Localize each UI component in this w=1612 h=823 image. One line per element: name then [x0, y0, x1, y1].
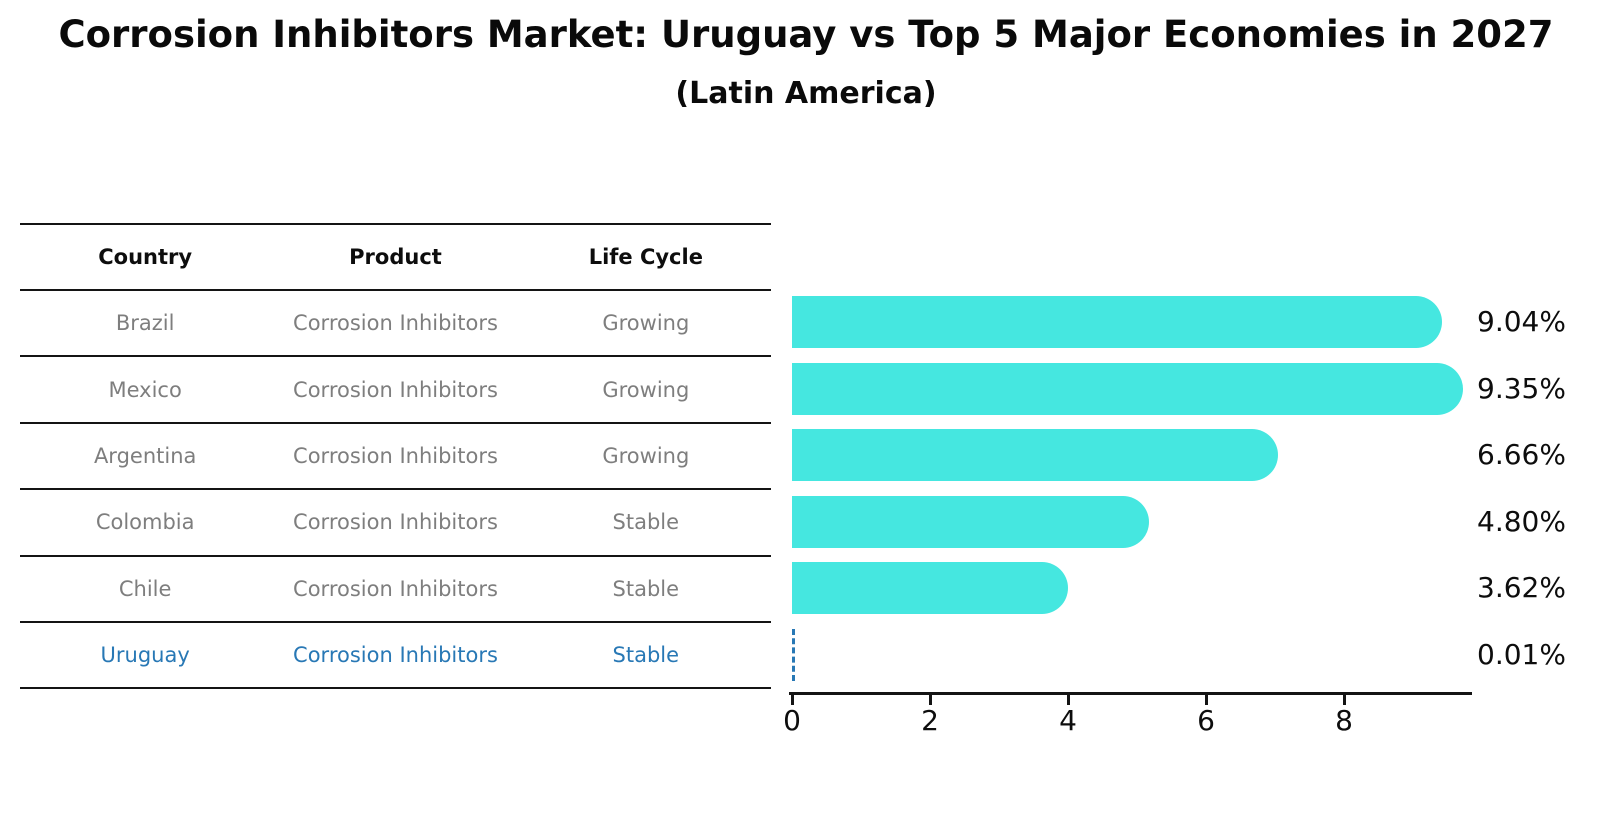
product-cell: Corrosion Inhibitors [293, 311, 498, 336]
x-tick-label: 4 [1059, 704, 1077, 737]
country-cell: Argentina [93, 443, 197, 468]
bar-value-label: 6.66% [1477, 438, 1566, 471]
life-cycle-cell: Growing [602, 311, 690, 336]
highlight-bar-uruguay [792, 628, 795, 681]
country-table: Country Product Life Cycle Brazil Corrosi… [20, 223, 771, 690]
life-cycle-cell: Stable [612, 643, 680, 668]
chart-row: 9.04% [792, 289, 1566, 356]
product-cell: Corrosion Inhibitors [293, 377, 498, 402]
bar-value-label: 9.04% [1477, 305, 1566, 338]
chart-row: 0.01% [792, 622, 1566, 689]
bar-value-label: 3.62% [1477, 571, 1566, 604]
column-header-life-cycle: Life Cycle [588, 245, 703, 269]
table-row: Mexico Corrosion Inhibitors Growing [20, 357, 771, 424]
country-cell: Brazil [115, 311, 175, 336]
x-tick-label: 2 [921, 704, 939, 737]
page-title: Corrosion Inhibitors Market: Uruguay vs … [58, 13, 1554, 56]
country-cell: Chile [118, 576, 172, 601]
country-cell: Colombia [95, 510, 195, 535]
life-cycle-cell: Growing [602, 377, 690, 402]
life-cycle-cell: Growing [602, 443, 690, 468]
x-tick-mark [928, 695, 932, 705]
country-cell: Mexico [108, 377, 182, 402]
life-cycle-cell: Stable [612, 576, 680, 601]
product-cell: Corrosion Inhibitors [293, 643, 498, 668]
x-tick-mark [1204, 695, 1208, 705]
chart-row: 6.66% [792, 422, 1566, 489]
chart-row: 3.62% [792, 555, 1566, 622]
product-cell: Corrosion Inhibitors [293, 443, 498, 468]
column-header-product: Product [349, 245, 442, 269]
bar-colombia [792, 495, 1150, 548]
table-row: Chile Corrosion Inhibitors Stable [20, 557, 771, 623]
bar-chile [792, 562, 1068, 614]
product-cell: Corrosion Inhibitors [293, 510, 498, 535]
x-tick-label: 6 [1197, 704, 1215, 737]
country-cell: Uruguay [100, 643, 190, 668]
bar-chart: 9.04% 9.35% 6.66% 4.80% 3.62% 0.01% [792, 289, 1566, 689]
table-header-row: Country Product Life Cycle [20, 225, 771, 291]
bar-mexico [792, 362, 1464, 415]
table-row: Uruguay Corrosion Inhibitors Stable [20, 623, 771, 690]
chart-row: 4.80% [792, 489, 1566, 556]
x-tick-label: 0 [783, 704, 801, 737]
page-subtitle: (Latin America) [675, 76, 937, 111]
life-cycle-cell: Stable [612, 510, 680, 535]
bar-value-label: 4.80% [1477, 504, 1566, 538]
table-row: Colombia Corrosion Inhibitors Stable [20, 490, 771, 557]
table-row: Brazil Corrosion Inhibitors Growing [20, 291, 771, 358]
x-tick-mark [1066, 695, 1070, 705]
table-row: Argentina Corrosion Inhibitors Growing [20, 424, 771, 491]
product-cell: Corrosion Inhibitors [293, 576, 498, 601]
bar-value-label: 9.35% [1477, 371, 1566, 405]
bar-value-label: 0.01% [1477, 637, 1566, 671]
bar-brazil [792, 296, 1442, 348]
bar-argentina [792, 429, 1278, 481]
x-tick-mark [790, 695, 794, 705]
column-header-country: Country [98, 245, 193, 269]
chart-row: 9.35% [792, 356, 1566, 423]
x-axis-line [789, 692, 1472, 695]
x-axis: 0 2 4 6 8 [783, 692, 1472, 740]
x-tick-label: 8 [1335, 704, 1353, 737]
table-body: Brazil Corrosion Inhibitors Growing Mexico C… [20, 291, 771, 690]
x-tick-mark [1342, 695, 1346, 705]
